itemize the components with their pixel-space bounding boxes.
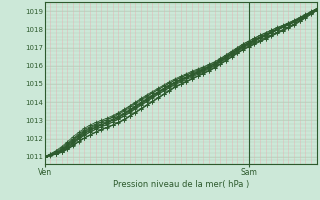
X-axis label: Pression niveau de la mer( hPa ): Pression niveau de la mer( hPa )	[113, 180, 249, 189]
